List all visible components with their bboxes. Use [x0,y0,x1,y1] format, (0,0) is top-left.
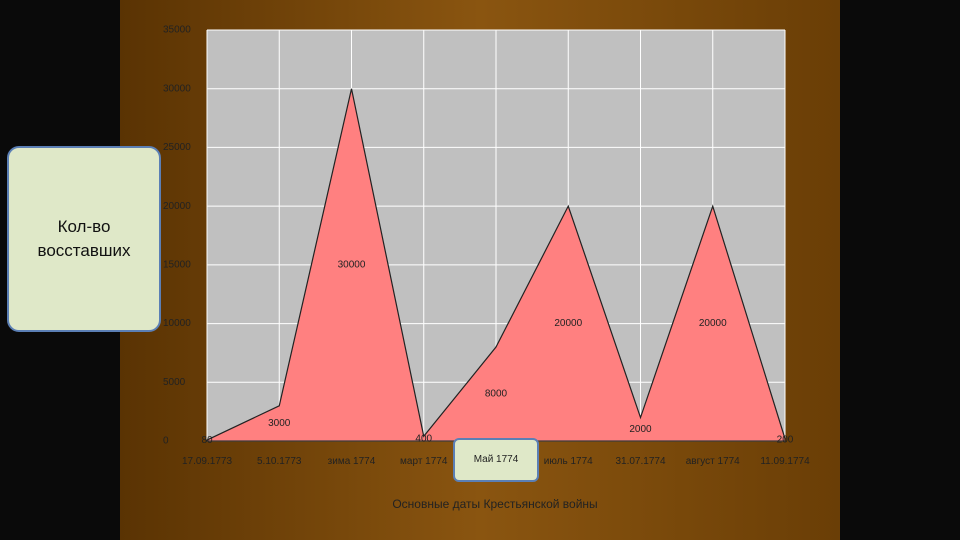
y-tick-label: 0 [163,436,169,447]
x-tick-label: зима 1774 [327,456,376,467]
data-label: 3000 [268,418,291,429]
y-tick-label: 35000 [163,25,191,36]
x-tick-label: август 1774 [685,456,740,467]
x-tick-label: 17.09.1773 [181,456,233,467]
x-tick-label: 31.07.1774 [615,456,666,467]
y-tick-label: 15000 [163,259,191,270]
y-tick-label: 5000 [163,377,186,388]
y-tick-label: 10000 [163,318,191,329]
data-label: 2000 [629,424,652,435]
area [206,88,786,442]
y-tick-label: 25000 [163,142,191,153]
x-tick-label: Май 1774 [453,438,539,482]
data-label: 8000 [485,389,508,400]
x-tick-label: март 1774 [400,456,448,467]
x-axis-label: Основные даты Крестьянской войны [392,497,598,511]
y-axis-label: Кол-во восставших [7,146,161,332]
x-tick-label: 11.09.1774 [760,456,810,467]
data-label: 400 [415,433,432,444]
data-label: 20000 [554,318,582,329]
data-label: 200 [777,434,794,445]
data-label: 30000 [338,259,366,270]
x-tick-label: 5.10.1773 [257,456,302,467]
data-label: 20000 [699,318,727,329]
x-tick-label: июль 1774 [543,456,593,467]
y-tick-label: 30000 [163,83,191,94]
y-tick-label: 20000 [163,201,191,212]
data-label: 80 [201,435,213,446]
